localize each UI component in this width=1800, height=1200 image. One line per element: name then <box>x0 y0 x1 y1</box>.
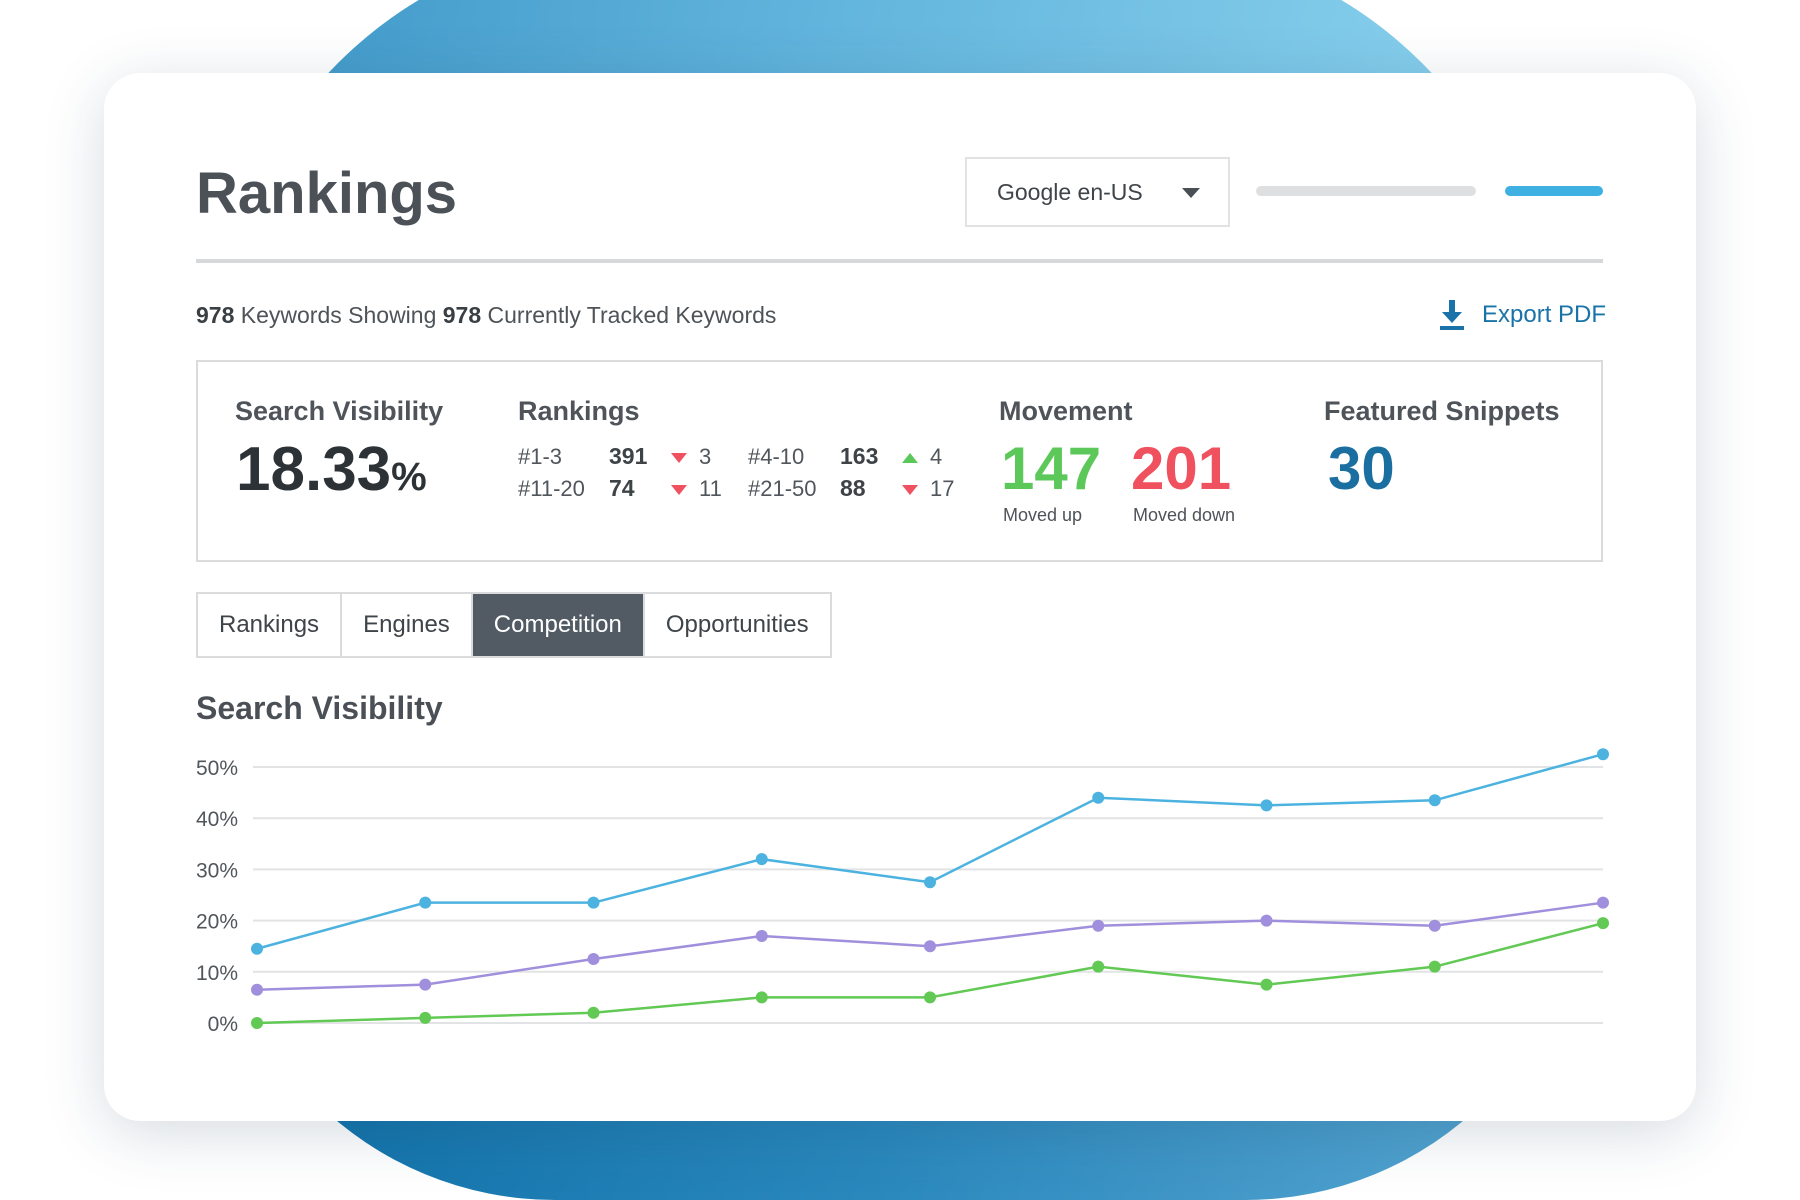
y-tick-label: 0% <box>208 1013 238 1036</box>
tab-rankings[interactable]: Rankings <box>198 594 343 656</box>
moved-down-value: 201 <box>1131 435 1232 502</box>
data-point[interactable] <box>419 1011 432 1024</box>
visibility-number: 18.33 <box>236 435 392 504</box>
engine-select-value: Google en-US <box>997 178 1143 205</box>
download-icon <box>1440 300 1464 330</box>
rank-count-2: 163 <box>840 443 879 469</box>
rank-range-1: #1-3 <box>518 444 563 469</box>
header-divider <box>196 259 1603 263</box>
data-point[interactable] <box>587 896 600 909</box>
rank-count-4: 88 <box>840 475 866 501</box>
data-point[interactable] <box>1597 896 1609 909</box>
moved-up-value: 147 <box>1001 435 1102 502</box>
chart-title: Search Visibility <box>196 690 443 726</box>
export-pdf-button[interactable]: Export PDF <box>1438 300 1606 330</box>
data-point[interactable] <box>1260 799 1273 812</box>
data-point[interactable] <box>251 983 263 996</box>
data-point[interactable] <box>924 991 936 1004</box>
visibility-value: 18.33% <box>236 434 427 505</box>
y-tick-label: 20% <box>196 911 238 934</box>
y-tick-label: 10% <box>196 962 238 985</box>
series-line-3 <box>256 921 1604 1025</box>
moved-down-label: Moved down <box>1133 505 1236 525</box>
progress-indicator <box>1505 186 1603 196</box>
data-point[interactable] <box>587 953 600 965</box>
data-point[interactable] <box>1428 960 1441 973</box>
tab-bar: Rankings Engines Competition Opportuniti… <box>196 592 832 658</box>
data-point[interactable] <box>1597 748 1609 761</box>
visibility-label: Search Visibility <box>235 396 444 426</box>
page-title: Rankings <box>196 161 458 226</box>
moved-up-label: Moved up <box>1003 505 1083 525</box>
data-point[interactable] <box>1260 914 1273 927</box>
keyword-summary: 978 Keywords Showing 978 Currently Track… <box>196 302 776 329</box>
data-point[interactable] <box>587 1006 600 1019</box>
data-point[interactable] <box>1092 919 1105 932</box>
data-point[interactable] <box>1092 791 1105 804</box>
tracked-count: 978 <box>442 302 482 328</box>
data-point[interactable] <box>419 978 432 991</box>
y-tick-label: 50% <box>196 757 238 780</box>
rankings-card <box>104 73 1696 1121</box>
data-point[interactable] <box>755 929 768 942</box>
data-point[interactable] <box>1260 978 1273 991</box>
tab-competition[interactable]: Competition <box>472 594 645 656</box>
rank-change-2: 4 <box>902 444 942 470</box>
data-point[interactable] <box>251 1017 263 1029</box>
progress-track <box>1256 186 1476 196</box>
data-point[interactable] <box>251 942 263 955</box>
arrow-down-icon <box>671 485 687 496</box>
rank-range-3: #11-20 <box>518 476 585 501</box>
y-tick-label: 30% <box>196 859 238 882</box>
rank-change-1: 3 <box>671 444 711 470</box>
engine-select[interactable]: Google en-US <box>965 157 1230 227</box>
data-point[interactable] <box>419 896 432 909</box>
rank-count-1: 391 <box>609 443 648 469</box>
tab-engines[interactable]: Engines <box>342 594 473 656</box>
data-point[interactable] <box>924 940 936 953</box>
rank-change-4: 17 <box>902 476 954 502</box>
tracked-text: Currently Tracked Keywords <box>487 302 777 328</box>
data-point[interactable] <box>1428 794 1441 807</box>
data-point[interactable] <box>755 853 768 866</box>
movement-label: Movement <box>999 396 1133 426</box>
snippets-label: Featured Snippets <box>1324 396 1560 426</box>
data-point[interactable] <box>1092 960 1105 973</box>
data-point[interactable] <box>1597 917 1609 930</box>
series-line-1 <box>256 752 1604 950</box>
rank-count-3: 74 <box>609 475 635 501</box>
arrow-down-icon <box>671 453 687 464</box>
rankings-label: Rankings <box>518 396 640 426</box>
rank-change-3: 11 <box>671 476 722 502</box>
stats-panel: Search Visibility 18.33% Rankings #1-3 3… <box>196 360 1603 562</box>
data-point[interactable] <box>755 991 768 1004</box>
arrow-up-icon <box>902 453 918 464</box>
arrow-down-icon <box>902 485 918 496</box>
y-tick-label: 40% <box>196 808 238 831</box>
snippets-value: 30 <box>1328 435 1395 502</box>
data-point[interactable] <box>1428 919 1441 932</box>
chevron-down-icon <box>1182 188 1200 198</box>
rank-range-2: #4-10 <box>748 444 805 469</box>
showing-text: Keywords Showing <box>240 302 437 328</box>
rank-range-4: #21-50 <box>748 476 817 501</box>
showing-count: 978 <box>196 302 235 328</box>
tab-opportunities[interactable]: Opportunities <box>665 611 809 638</box>
export-pdf-label: Export PDF <box>1482 301 1607 328</box>
visibility-unit: % <box>391 455 427 499</box>
data-point[interactable] <box>924 876 936 889</box>
